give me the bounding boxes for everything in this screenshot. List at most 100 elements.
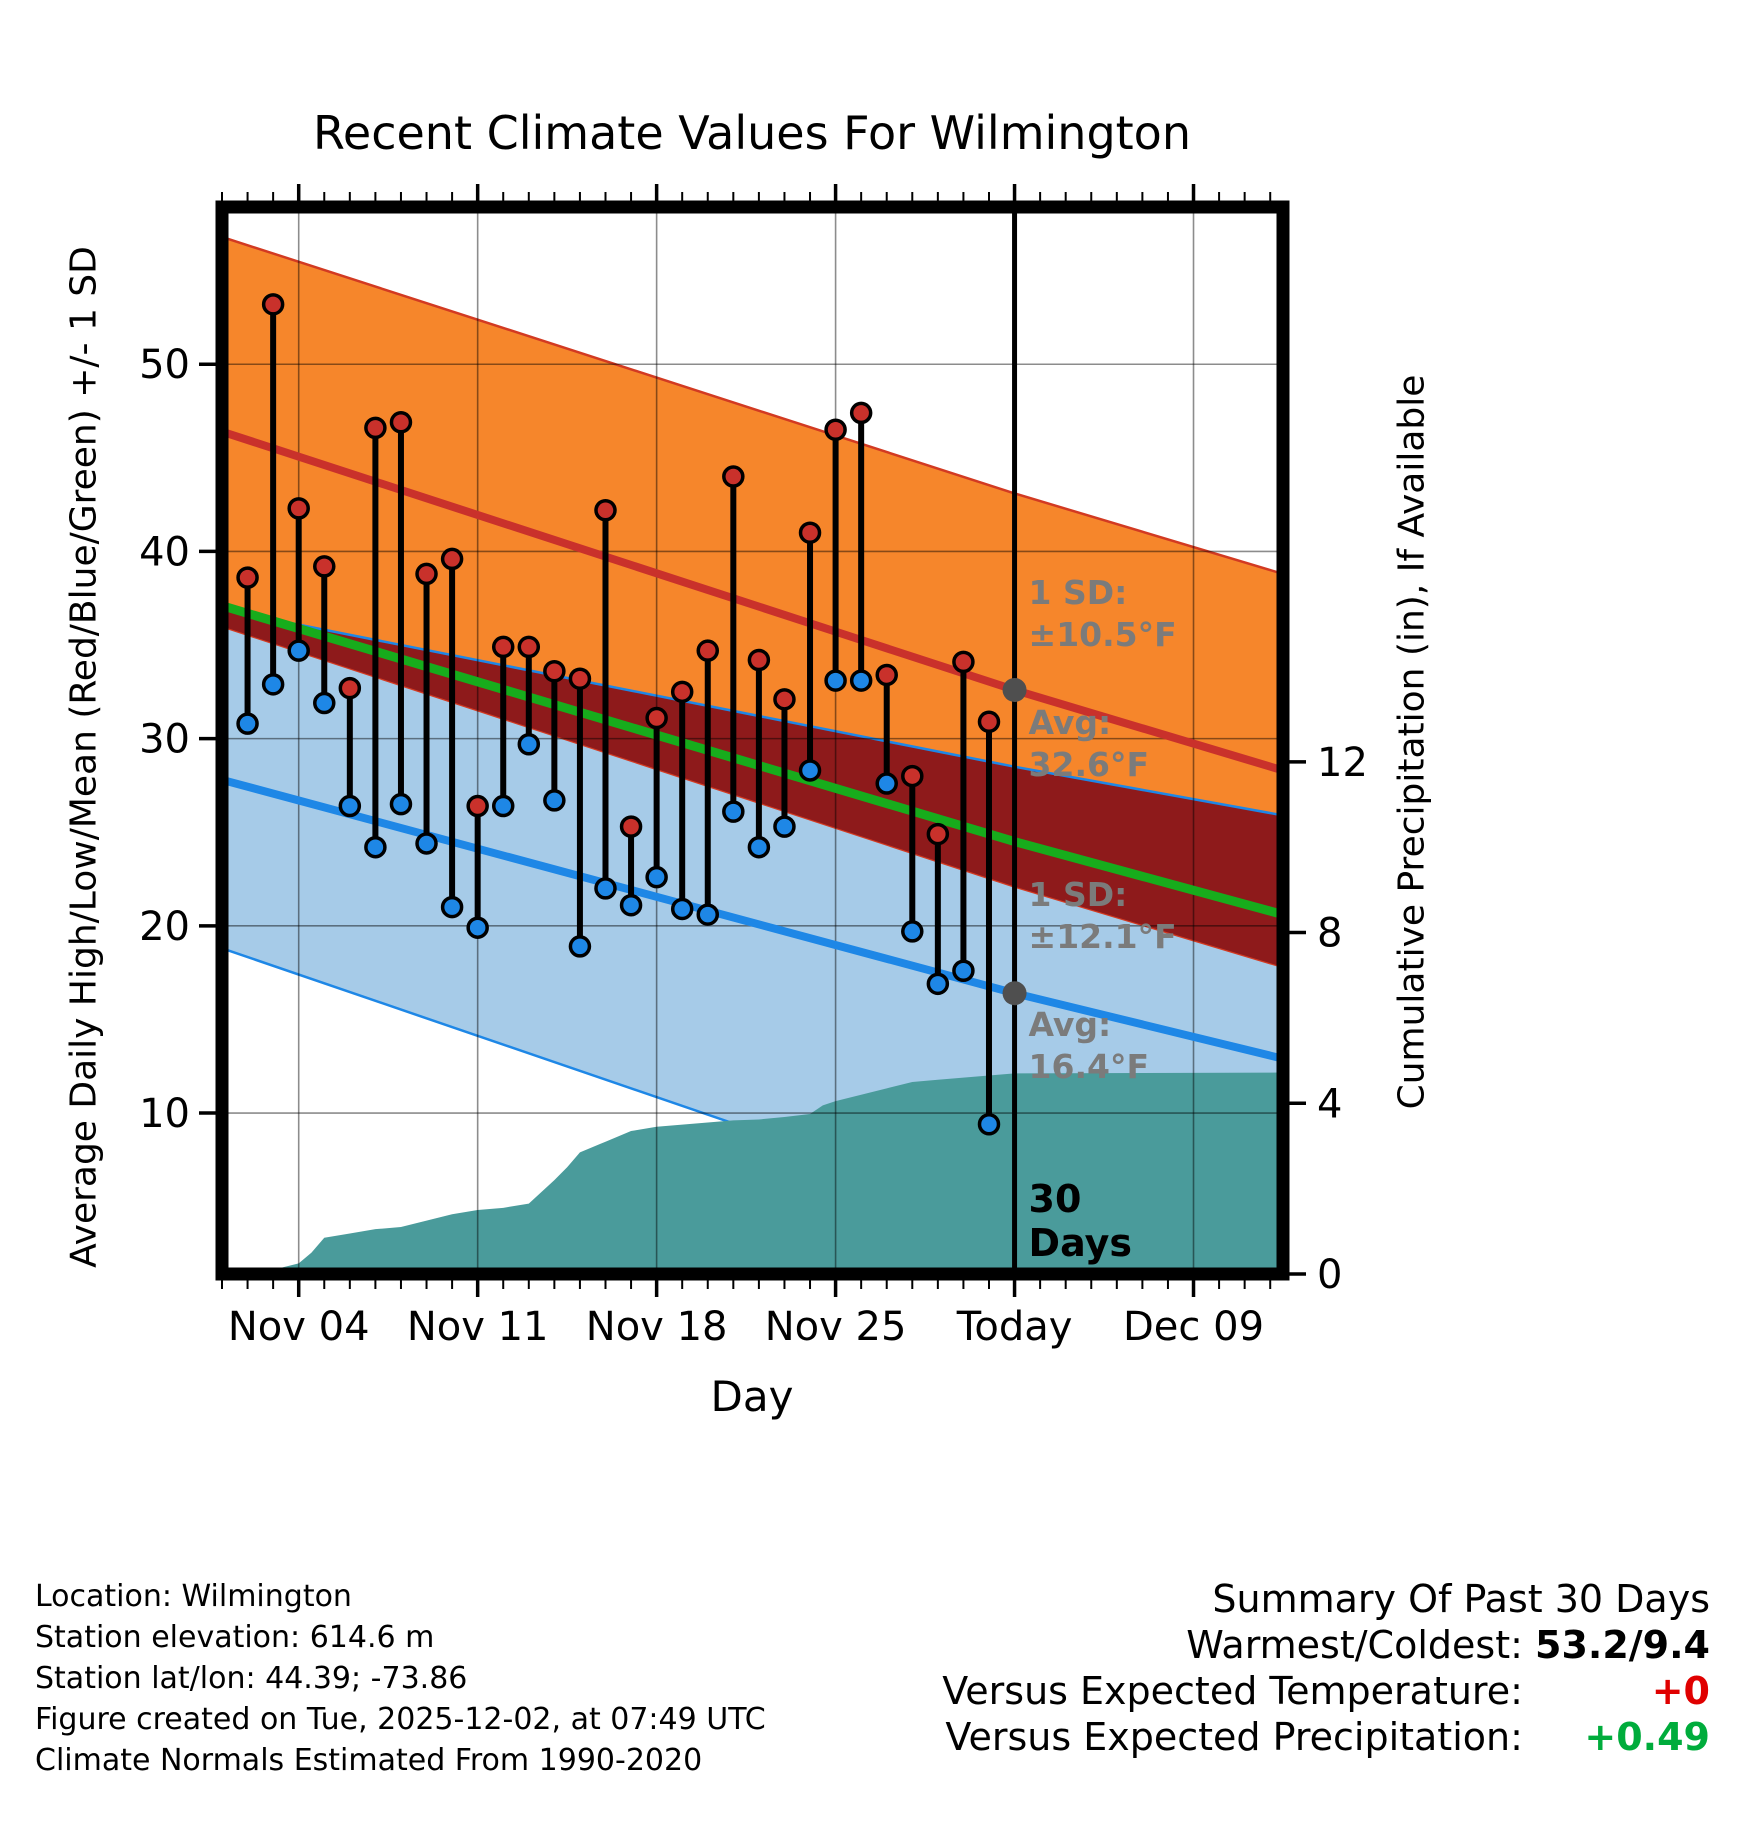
daily-high-dot bbox=[977, 710, 1001, 734]
high-avg-label: Avg: bbox=[1029, 703, 1112, 742]
summary-row: Versus Expected Precipitation: +0.49 bbox=[942, 1714, 1710, 1760]
daily-low-dot bbox=[670, 897, 694, 921]
daily-high-dot bbox=[594, 499, 617, 522]
station-elevation: Station elevation: 614.6 m bbox=[35, 1620, 435, 1655]
x-tick-label: Nov 18 bbox=[586, 1304, 728, 1350]
x-tick-label: Dec 09 bbox=[1123, 1304, 1264, 1350]
left-axis-label: Average Daily High/Low/Mean (Red/Blue/Gr… bbox=[63, 246, 105, 1268]
x-axis-label: Day bbox=[710, 1372, 794, 1421]
daily-low-dot bbox=[287, 639, 310, 662]
daily-low-dot bbox=[236, 712, 259, 735]
figure-created: Figure created on Tue, 2025-12-02, at 07… bbox=[35, 1702, 766, 1737]
daily-low-dot bbox=[594, 877, 617, 900]
y-left-tick-label: 40 bbox=[139, 529, 190, 575]
daily-high-dot bbox=[849, 401, 873, 425]
today-high-avg-marker bbox=[1002, 677, 1027, 702]
x-tick-label: Nov 04 bbox=[228, 1304, 370, 1350]
daily-low-dot bbox=[261, 673, 285, 696]
chart-title: Recent Climate Values For Wilmington bbox=[313, 106, 1191, 160]
summary-row-value: +0 bbox=[1651, 1669, 1710, 1713]
daily-high-dot bbox=[236, 566, 259, 589]
y-right-tick-label: 0 bbox=[1317, 1252, 1342, 1298]
daily-high-dot bbox=[338, 676, 362, 700]
summary-panel: Summary Of Past 30 Days Warmest/Coldest:… bbox=[942, 1576, 1710, 1760]
summary-title: Summary Of Past 30 Days bbox=[1212, 1577, 1710, 1621]
daily-low-dot bbox=[338, 794, 362, 818]
period-label: 30 bbox=[1029, 1177, 1082, 1221]
summary-row-label: Versus Expected Temperature: bbox=[942, 1669, 1523, 1713]
daily-high-dot bbox=[440, 547, 464, 571]
daily-low-dot bbox=[773, 815, 796, 838]
daily-high-dot bbox=[926, 822, 950, 846]
daily-high-dot bbox=[619, 815, 643, 838]
y-left-tick-label: 30 bbox=[139, 717, 190, 763]
daily-high-dot bbox=[824, 418, 847, 442]
axis-ticks bbox=[199, 184, 1306, 1297]
daily-high-dot bbox=[696, 639, 720, 662]
daily-low-dot bbox=[491, 794, 515, 818]
daily-low-dot bbox=[722, 800, 745, 823]
low-sd-label: 1 SD: bbox=[1029, 875, 1128, 914]
daily-low-dot bbox=[901, 920, 924, 943]
daily-low-dot bbox=[619, 893, 643, 917]
daily-high-dot bbox=[670, 680, 694, 704]
station-info: Location: Wilmington Station elevation: … bbox=[35, 1576, 766, 1781]
y-right-tick-label: 4 bbox=[1317, 1081, 1342, 1127]
daily-low-dot bbox=[849, 669, 873, 692]
period-label: Days bbox=[1029, 1221, 1132, 1265]
daily-low-dot bbox=[926, 972, 950, 996]
daily-high-dot bbox=[798, 521, 822, 544]
daily-low-dot bbox=[313, 691, 336, 715]
summary-row-value: +0.49 bbox=[1584, 1715, 1710, 1759]
low-avg-label: Avg: bbox=[1029, 1005, 1112, 1044]
daily-high-dot bbox=[747, 648, 771, 672]
low-avg-value: 16.4°F bbox=[1029, 1047, 1149, 1086]
high-sd-value: ±10.5°F bbox=[1029, 615, 1177, 654]
daily-high-dot bbox=[543, 659, 566, 683]
daily-low-dot bbox=[645, 865, 668, 889]
daily-high-dot bbox=[901, 764, 924, 788]
daily-high-dot bbox=[952, 650, 975, 674]
band-overlap bbox=[222, 609, 1283, 968]
daily-high-dot bbox=[568, 667, 592, 690]
daily-low-dot bbox=[466, 916, 489, 939]
x-tick-label: Nov 25 bbox=[765, 1304, 907, 1350]
daily-high-dot bbox=[389, 411, 413, 434]
daily-low-dot bbox=[389, 792, 413, 816]
summary-row-label: Versus Expected Precipitation: bbox=[945, 1715, 1523, 1759]
daily-low-dot bbox=[440, 895, 464, 919]
y-left-tick-label: 50 bbox=[139, 342, 190, 388]
daily-low-dot bbox=[543, 789, 566, 812]
summary-row: Versus Expected Temperature: +0 bbox=[942, 1668, 1710, 1714]
daily-high-dot bbox=[287, 497, 310, 520]
x-tick-label: Today bbox=[956, 1304, 1073, 1350]
daily-high-dot bbox=[491, 635, 515, 659]
low-sd-value: ±12.1°F bbox=[1029, 917, 1177, 956]
station-latlon: Station lat/lon: 44.39; -73.86 bbox=[35, 1661, 468, 1696]
y-left-tick-label: 20 bbox=[139, 904, 190, 950]
high-avg-value: 32.6°F bbox=[1029, 745, 1149, 784]
daily-high-dot bbox=[364, 416, 387, 440]
daily-low-dot bbox=[952, 959, 975, 982]
y-right-tick-label: 12 bbox=[1317, 740, 1368, 786]
climate-normals: Climate Normals Estimated From 1990-2020 bbox=[35, 1743, 703, 1778]
daily-high-dot bbox=[773, 688, 796, 711]
station-location: Location: Wilmington bbox=[35, 1579, 352, 1614]
daily-low-dot bbox=[798, 759, 822, 782]
high-sd-label: 1 SD: bbox=[1029, 573, 1128, 612]
precip-area bbox=[247, 1072, 1283, 1274]
x-tick-label: Nov 11 bbox=[407, 1304, 549, 1350]
today-low-avg-marker bbox=[1002, 981, 1027, 1006]
y-right-tick-label: 8 bbox=[1317, 911, 1342, 957]
daily-high-dot bbox=[722, 465, 745, 488]
daily-low-dot bbox=[568, 935, 592, 958]
daily-high-dot bbox=[415, 562, 438, 586]
daily-low-dot bbox=[747, 835, 771, 859]
daily-high-dot bbox=[517, 635, 541, 659]
y-left-tick-label: 10 bbox=[139, 1091, 190, 1137]
daily-high-dot bbox=[313, 555, 336, 578]
